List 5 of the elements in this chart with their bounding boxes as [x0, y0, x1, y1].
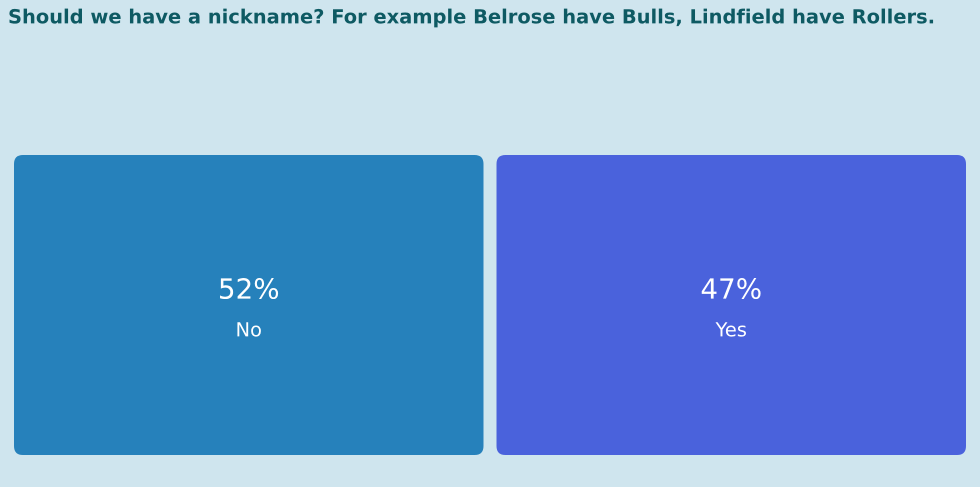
text: Should we have a nickname? For example Belrose have Bulls, Lindfield have Rollers.	[9, 8, 934, 28]
category-label: Yes	[716, 322, 746, 337]
category-label: No	[237, 322, 261, 337]
data-label: 47%	[702, 278, 761, 300]
data-label: 52%	[220, 278, 278, 300]
